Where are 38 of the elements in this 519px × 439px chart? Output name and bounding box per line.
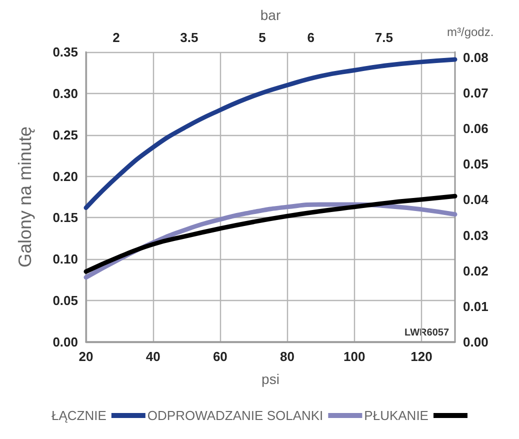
line-series — [84, 194, 458, 274]
x-tick-label: 80 — [280, 349, 295, 364]
y2-tick-label: 0.08 — [463, 50, 488, 65]
y-tick-label: 0.30 — [52, 86, 78, 101]
annotation: LWR6057 — [404, 328, 450, 338]
y2-tick-label: 0.05 — [463, 156, 488, 172]
y-tick-label: 0.25 — [52, 127, 78, 142]
y2-tick-label: 0.00 — [463, 334, 488, 350]
x2-tick-label: 6 — [307, 30, 315, 45]
legend-label: PŁUKANIE — [364, 408, 429, 423]
x-tick-label: 100 — [344, 349, 366, 364]
y2-tick-label: 0.03 — [463, 228, 488, 243]
x2-tick-label: 2 — [112, 30, 120, 45]
x2-tick-label: 5 — [258, 30, 266, 45]
x-axis-title: psi — [262, 371, 280, 387]
x-tick-label: 20 — [78, 349, 94, 364]
y-tick-label: 0.20 — [52, 168, 78, 184]
x-tick-label: 60 — [212, 349, 228, 364]
y2-tick-label: 0.04 — [463, 192, 490, 208]
x2-tick-label: 7.5 — [374, 30, 393, 45]
y-tick-label: 0.00 — [52, 334, 78, 350]
x2-axis-title: bar — [260, 7, 281, 23]
y2-tick-label: 0.07 — [463, 85, 488, 100]
y2-tick-label: 0.02 — [463, 263, 488, 278]
y-tick-label: 0.15 — [52, 210, 78, 226]
legend-label: ŁĄCZNIE — [52, 408, 107, 423]
y2-tick-label: 0.06 — [463, 121, 488, 136]
x2-tick-label: 3.5 — [180, 30, 198, 45]
x-tick-label: 40 — [146, 349, 160, 364]
y-tick-label: 0.10 — [52, 252, 78, 267]
legend-label: ODPROWADZANIE SOLANKI — [147, 408, 324, 423]
y2-tick-label: 0.01 — [463, 298, 488, 314]
line-series — [84, 57, 458, 210]
y-tick-label: 0.35 — [52, 44, 78, 60]
y-axis-title: Galony na minutę — [15, 126, 35, 268]
x-tick-label: 120 — [410, 349, 432, 364]
y2-axis-title: m³/godz. — [447, 25, 494, 39]
y-tick-label: 0.05 — [52, 293, 78, 308]
